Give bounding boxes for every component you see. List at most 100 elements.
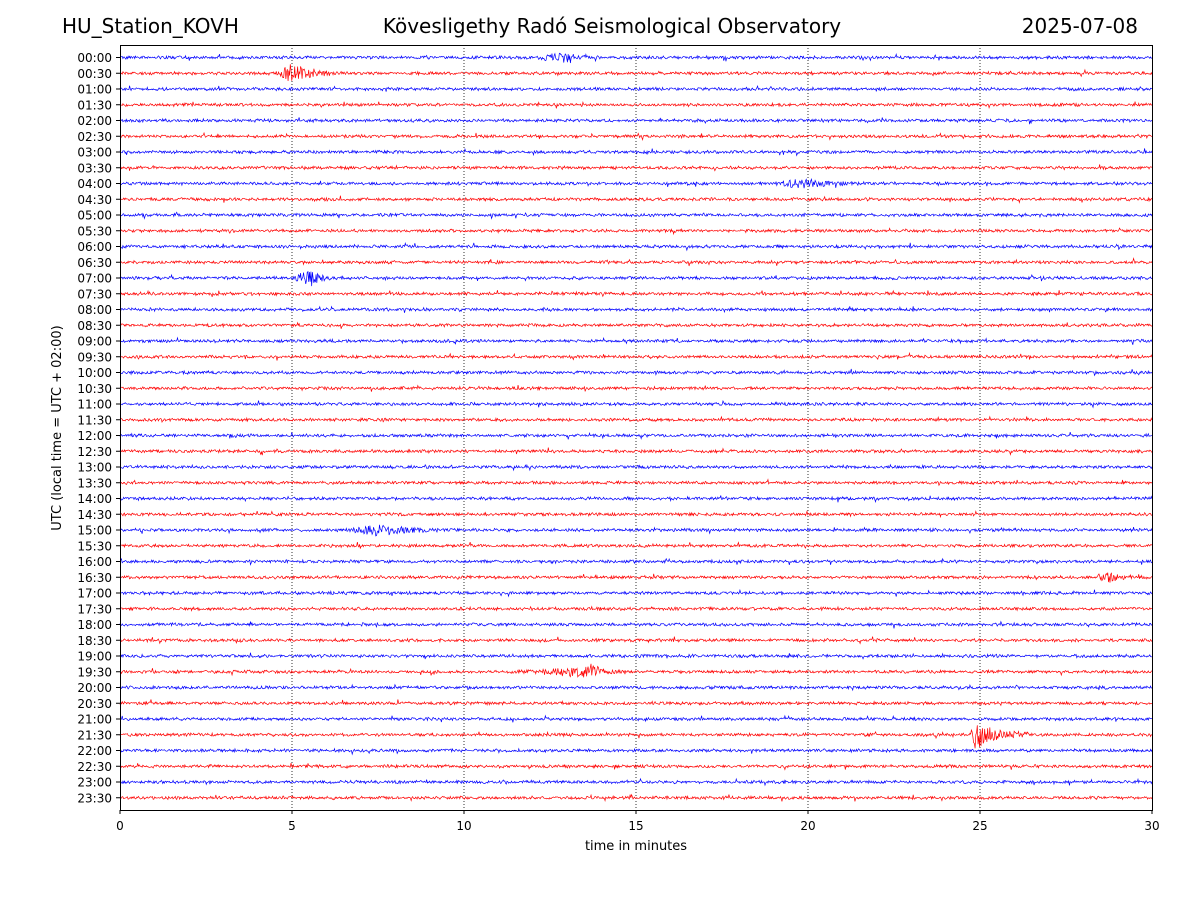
y-tick-label: 19:00 [77, 650, 112, 664]
trace-0930 [119, 351, 1153, 361]
y-tick-label: 03:00 [77, 146, 112, 160]
y-tick-label: 15:30 [77, 539, 112, 553]
trace-0100 [119, 85, 1153, 92]
y-tick-label: 13:00 [77, 461, 112, 475]
y-tick-label: 12:00 [77, 429, 112, 443]
record-date: 2025-07-08 [1021, 14, 1138, 38]
trace-0400 [119, 178, 1153, 189]
x-tick-label: 30 [1144, 819, 1159, 833]
y-tick-label: 09:00 [77, 335, 112, 349]
trace-2330 [119, 793, 1153, 803]
y-tick-label: 09:30 [77, 350, 112, 364]
x-axis-label: time in minutes [585, 839, 687, 854]
trace-0430 [119, 195, 1153, 204]
y-tick-label: 20:30 [77, 697, 112, 711]
trace-1130 [119, 415, 1153, 423]
trace-1530 [119, 541, 1153, 549]
y-tick-label: 20:00 [77, 681, 112, 695]
trace-0030 [119, 64, 1153, 82]
trace-0230 [119, 131, 1153, 142]
trace-1630 [119, 572, 1153, 583]
y-tick-label: 21:00 [77, 713, 112, 727]
y-tick-label: 04:00 [77, 177, 112, 191]
trace-0900 [119, 336, 1153, 345]
y-tick-label: 00:30 [77, 67, 112, 81]
x-tick-label: 0 [116, 819, 124, 833]
y-tick-label: 06:30 [77, 256, 112, 270]
trace-2200 [119, 747, 1153, 756]
trace-0600 [119, 242, 1153, 252]
trace-1800 [119, 620, 1153, 629]
y-tick-label: 14:00 [77, 492, 112, 506]
y-tick-label: 16:30 [77, 571, 112, 585]
y-tick-label: 18:30 [77, 634, 112, 648]
trace-2300 [119, 777, 1153, 787]
y-tick-label: 17:00 [77, 587, 112, 601]
trace-1030 [119, 384, 1153, 392]
y-axis-label: UTC (local time = UTC + 02:00) [50, 325, 65, 530]
trace-2030 [119, 699, 1153, 707]
trace-1330 [119, 478, 1153, 487]
trace-1900 [119, 652, 1153, 660]
y-tick-label: 12:30 [77, 445, 112, 459]
y-tick-label: 01:30 [77, 98, 112, 112]
y-tick-label: 22:30 [77, 760, 112, 774]
y-tick-label: 04:30 [77, 193, 112, 207]
trace-0530 [119, 227, 1153, 236]
y-tick-label: 19:30 [77, 665, 112, 679]
trace-0800 [119, 305, 1153, 314]
y-tick-label: 22:00 [77, 744, 112, 758]
trace-1230 [119, 447, 1153, 456]
trace-1930 [119, 663, 1153, 678]
y-tick-label: 08:00 [77, 303, 112, 317]
y-tick-label: 07:00 [77, 272, 112, 286]
y-tick-label: 06:00 [77, 240, 112, 254]
trace-1600 [119, 557, 1153, 566]
y-tick-label: 11:30 [77, 413, 112, 427]
y-tick-label: 10:30 [77, 382, 112, 396]
trace-0200 [119, 117, 1153, 125]
x-tick-label: 10 [456, 819, 471, 833]
trace-2130 [119, 725, 1153, 749]
y-tick-label: 23:30 [77, 791, 112, 805]
y-tick-label: 11:00 [77, 398, 112, 412]
x-tick-label: 5 [288, 819, 296, 833]
trace-0830 [119, 321, 1153, 329]
trace-1000 [119, 368, 1153, 377]
trace-0130 [119, 101, 1153, 109]
trace-1100 [119, 399, 1153, 409]
trace-1200 [119, 431, 1153, 440]
trace-1700 [119, 588, 1153, 598]
trace-0700 [119, 270, 1153, 287]
x-tick-label: 20 [800, 819, 815, 833]
y-tick-label: 02:00 [77, 114, 112, 128]
trace-1730 [119, 605, 1153, 612]
y-tick-label: 01:00 [77, 83, 112, 97]
grid-lines [291, 45, 981, 810]
y-tick-label: 03:30 [77, 161, 112, 175]
y-tick-label: 18:00 [77, 618, 112, 632]
y-tick-label: 05:00 [77, 209, 112, 223]
y-tick-label: 23:00 [77, 776, 112, 790]
y-tick-label: 14:30 [77, 508, 112, 522]
y-tick-label: 17:30 [77, 602, 112, 616]
trace-1430 [119, 509, 1153, 519]
y-tick-label: 00:00 [77, 51, 112, 65]
x-ticks: 0 5 10 15 20 25 30 [116, 810, 1160, 833]
trace-1400 [119, 495, 1153, 503]
y-tick-label: 10:00 [77, 366, 112, 380]
trace-1500 [119, 524, 1153, 537]
y-tick-label: 16:00 [77, 555, 112, 569]
x-tick-label: 25 [972, 819, 987, 833]
y-tick-label: 13:30 [77, 476, 112, 490]
y-tick-label: 02:30 [77, 130, 112, 144]
trace-0330 [119, 164, 1153, 172]
trace-layer [119, 52, 1153, 803]
trace-0630 [119, 257, 1153, 267]
trace-1830 [119, 636, 1153, 645]
trace-2100 [119, 714, 1153, 723]
trace-2000 [119, 683, 1153, 692]
y-tick-label: 21:30 [77, 728, 112, 742]
